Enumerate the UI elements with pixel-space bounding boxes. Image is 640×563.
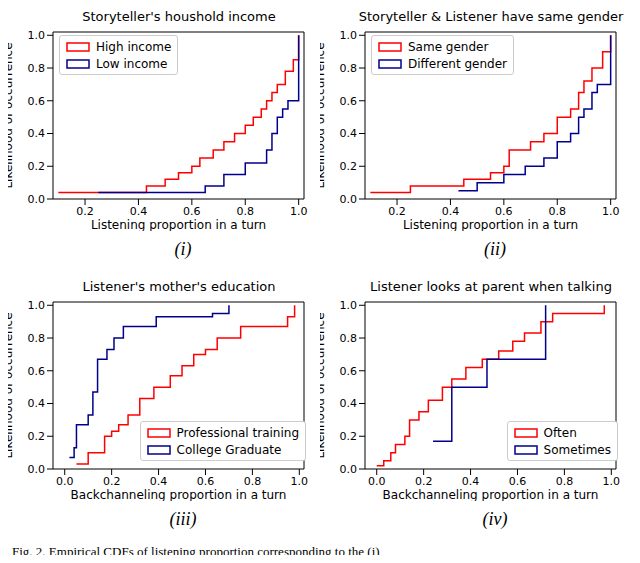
svg-text:1.0: 1.0 bbox=[290, 205, 308, 218]
svg-text:0.0: 0.0 bbox=[28, 463, 46, 476]
svg-text:0.2: 0.2 bbox=[103, 475, 121, 488]
svg-text:1.0: 1.0 bbox=[340, 299, 358, 312]
html-text:Professional training: Professional training bbox=[176, 425, 299, 440]
svg-text:0.2: 0.2 bbox=[415, 475, 433, 488]
svg-text:0.6: 0.6 bbox=[340, 365, 358, 378]
svg-text:Backchanneling proportion in a: Backchanneling proportion in a turn bbox=[71, 488, 287, 501]
html-text:Listener looks at parent when: Listener looks at parent when talking bbox=[370, 279, 612, 294]
svg-text:0.8: 0.8 bbox=[244, 475, 262, 488]
svg-text:1.0: 1.0 bbox=[340, 29, 358, 42]
html-text:High income: High income bbox=[96, 39, 172, 54]
svg-text:0.8: 0.8 bbox=[28, 332, 46, 345]
html-text:(i): (i) bbox=[174, 239, 192, 259]
svg-text:0.0: 0.0 bbox=[28, 193, 46, 206]
html-text:(iii): (iii) bbox=[169, 509, 197, 529]
svg-text:Likelihood of occurrence: Likelihood of occurrence bbox=[8, 312, 15, 458]
html-text:Fig. 2. Empirical CDFs of list: Fig. 2. Empirical CDFs of listening prop… bbox=[12, 544, 380, 559]
html-text:Listener's mother's education: Listener's mother's education bbox=[82, 279, 276, 294]
svg-text:Listening proportion in a turn: Listening proportion in a turn bbox=[91, 218, 266, 231]
svg-text:0.4: 0.4 bbox=[28, 127, 46, 140]
svg-text:1.0: 1.0 bbox=[602, 205, 620, 218]
svg-text:0.4: 0.4 bbox=[442, 205, 460, 218]
svg-text:0.8: 0.8 bbox=[237, 205, 255, 218]
html-text:College Graduate: College Graduate bbox=[176, 442, 282, 457]
svg-text:0.2: 0.2 bbox=[28, 430, 46, 443]
svg-text:0.4: 0.4 bbox=[462, 475, 480, 488]
svg-text:1.0: 1.0 bbox=[291, 475, 309, 488]
html-text:(ii): (ii) bbox=[484, 239, 506, 259]
svg-text:0.6: 0.6 bbox=[183, 205, 201, 218]
svg-text:0.4: 0.4 bbox=[340, 397, 358, 410]
html-text:Storyteller's houshold income: Storyteller's houshold income bbox=[82, 9, 276, 24]
html-text:(iv): (iv) bbox=[482, 509, 508, 529]
svg-text:1.0: 1.0 bbox=[603, 475, 621, 488]
svg-text:1.0: 1.0 bbox=[28, 29, 46, 42]
svg-text:0.4: 0.4 bbox=[130, 205, 148, 218]
svg-text:0.8: 0.8 bbox=[340, 62, 358, 75]
svg-text:0.0: 0.0 bbox=[368, 475, 386, 488]
svg-text:0.4: 0.4 bbox=[28, 397, 46, 410]
svg-text:0.4: 0.4 bbox=[150, 475, 168, 488]
svg-text:1.0: 1.0 bbox=[28, 299, 46, 312]
svg-text:Listening proportion in a turn: Listening proportion in a turn bbox=[403, 218, 578, 231]
svg-text:0.6: 0.6 bbox=[28, 95, 46, 108]
svg-text:0.8: 0.8 bbox=[28, 62, 46, 75]
html-text:Same gender: Same gender bbox=[408, 39, 489, 54]
svg-text:0.2: 0.2 bbox=[340, 430, 358, 443]
html-text:Storyteller & Listener have sa: Storyteller & Listener have same gender bbox=[358, 9, 624, 24]
svg-text:0.8: 0.8 bbox=[340, 332, 358, 345]
svg-text:0.0: 0.0 bbox=[56, 475, 74, 488]
svg-text:0.8: 0.8 bbox=[549, 205, 567, 218]
html-text:Low income: Low income bbox=[96, 56, 168, 71]
svg-text:0.4: 0.4 bbox=[340, 127, 358, 140]
svg-text:0.2: 0.2 bbox=[388, 205, 406, 218]
svg-text:0.2: 0.2 bbox=[28, 160, 46, 173]
html-text:Often: Often bbox=[543, 425, 577, 440]
svg-text:0.6: 0.6 bbox=[28, 365, 46, 378]
html-text:Sometimes: Sometimes bbox=[543, 442, 611, 457]
svg-text:0.2: 0.2 bbox=[340, 160, 358, 173]
svg-text:0.6: 0.6 bbox=[509, 475, 527, 488]
svg-text:0.0: 0.0 bbox=[340, 463, 358, 476]
svg-text:Backchanneling proportion in a: Backchanneling proportion in a turn bbox=[383, 488, 599, 501]
svg-text:Likelihood of occurrence: Likelihood of occurrence bbox=[320, 312, 327, 458]
svg-text:0.0: 0.0 bbox=[340, 193, 358, 206]
svg-text:Likelihood of occurrence: Likelihood of occurrence bbox=[320, 42, 327, 188]
svg-text:0.6: 0.6 bbox=[495, 205, 513, 218]
svg-text:Likelihood of occurrence: Likelihood of occurrence bbox=[8, 42, 15, 188]
svg-text:0.2: 0.2 bbox=[76, 205, 94, 218]
svg-text:0.8: 0.8 bbox=[556, 475, 574, 488]
svg-text:0.6: 0.6 bbox=[340, 95, 358, 108]
svg-text:0.6: 0.6 bbox=[197, 475, 215, 488]
html-text:Different gender: Different gender bbox=[408, 56, 507, 71]
